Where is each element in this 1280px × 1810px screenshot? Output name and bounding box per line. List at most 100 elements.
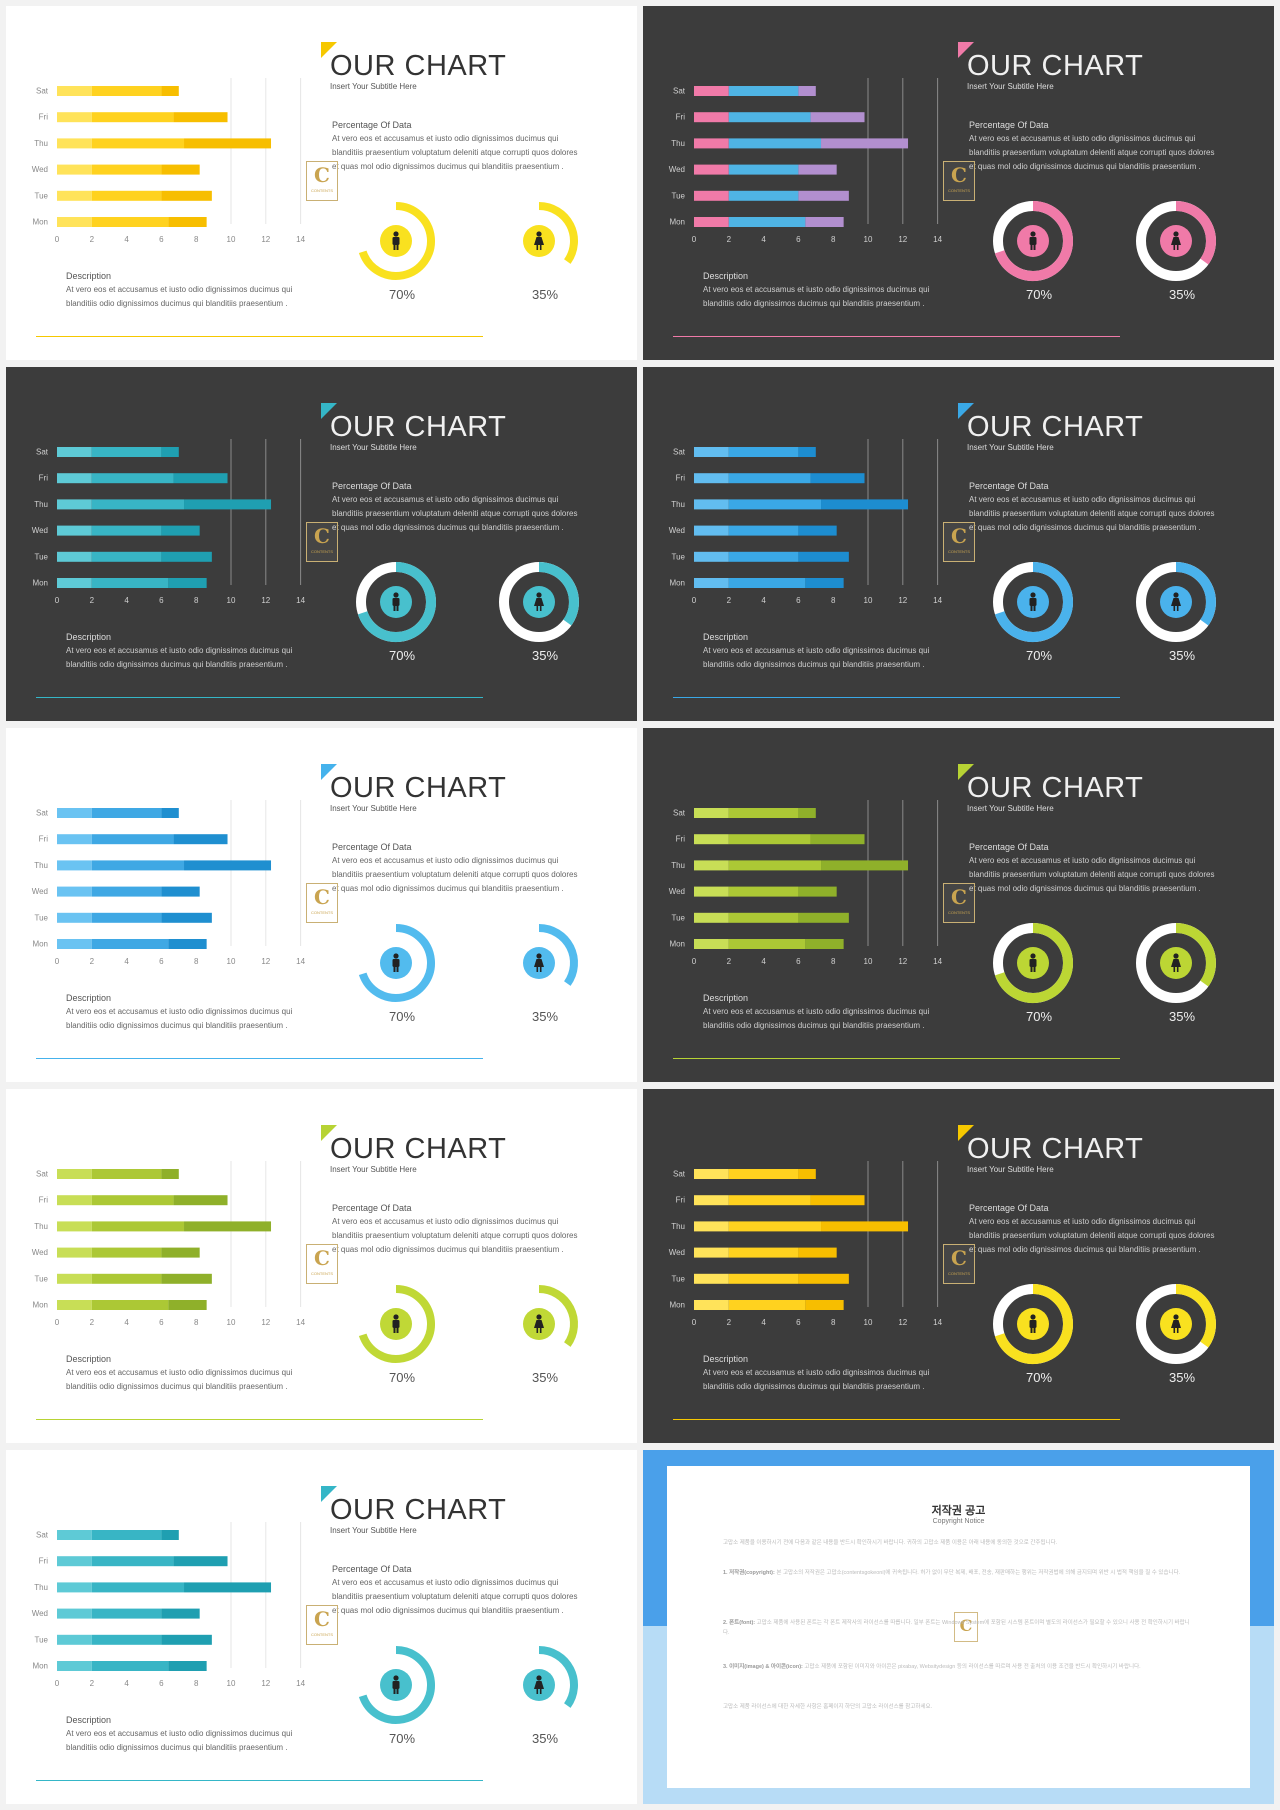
chart-slide-9[interactable]: 0 2 4 6 8 10 12 14 Sat Fri Thu Wed Tue Mon OUR CHART … bbox=[6, 1450, 637, 1804]
y-tick-label: Thu bbox=[34, 500, 48, 509]
bar-segment bbox=[57, 834, 92, 845]
bar-segment bbox=[798, 447, 816, 457]
donut-1 bbox=[358, 202, 435, 280]
percentage-body: At vero eos et accusamus et iusto odio d… bbox=[969, 134, 1215, 171]
bar-segment bbox=[694, 525, 729, 536]
bar-segment bbox=[91, 939, 169, 949]
person-dress bbox=[1171, 598, 1181, 606]
x-tick-label: 4 bbox=[761, 596, 766, 605]
donut-value-1: 70% bbox=[1025, 1370, 1053, 1385]
y-tick-label: Wed bbox=[669, 1248, 685, 1257]
x-tick-label: 2 bbox=[90, 1318, 95, 1327]
description-body: At vero eos et accusamus et iusto odio d… bbox=[703, 1368, 930, 1391]
bar-segment bbox=[161, 1608, 200, 1619]
bar-segment bbox=[91, 164, 162, 175]
percentage-heading: Percentage Of Data bbox=[969, 481, 1049, 491]
x-tick-label: 12 bbox=[898, 596, 907, 605]
chart-slide-1[interactable]: 0 2 4 6 8 10 12 14 Sat Fri Thu Wed Tue Mon OUR CHART … bbox=[6, 6, 637, 360]
copyright-card: 저작권 공고 Copyright Notice 고맙소 제품을 이용하시기 전에… bbox=[667, 1466, 1250, 1788]
bar-segment bbox=[91, 912, 162, 923]
donut-2 bbox=[1136, 923, 1216, 1003]
donut-arc bbox=[1175, 1284, 1216, 1348]
bar-segment bbox=[173, 1556, 228, 1567]
y-tick-label: Mon bbox=[669, 218, 685, 227]
bar-segment bbox=[173, 112, 228, 123]
x-tick-label: 4 bbox=[761, 1318, 766, 1327]
y-tick-label: Fri bbox=[676, 835, 686, 844]
donut-1 bbox=[993, 1284, 1073, 1364]
logo-text: CONTENTS bbox=[948, 1271, 970, 1276]
person-leg bbox=[396, 245, 399, 250]
bar-segment bbox=[728, 112, 811, 123]
bar-segment bbox=[728, 860, 822, 871]
donut-value-2: 35% bbox=[531, 1731, 559, 1746]
contents-logo: C CONTENTS bbox=[306, 1244, 338, 1284]
copyright-section-2-head: 2. 폰트(font): bbox=[723, 1620, 756, 1626]
bar-segment bbox=[57, 912, 92, 923]
y-tick-label: Mon bbox=[669, 579, 685, 588]
bottom-accent-line bbox=[673, 697, 1120, 698]
contents-logo: C CONTENTS bbox=[306, 522, 338, 562]
bar-segment bbox=[91, 1661, 169, 1671]
bar-segment bbox=[91, 808, 162, 818]
bar-segment bbox=[798, 1247, 837, 1258]
person-leg bbox=[1176, 1328, 1179, 1333]
chart-slide-5[interactable]: 0 2 4 6 8 10 12 14 Sat Fri Thu Wed Tue Mon OUR CHART … bbox=[6, 728, 637, 1082]
slide-title: OUR CHART bbox=[967, 50, 1144, 82]
donut-value-1: 70% bbox=[388, 287, 416, 302]
chart-slide-8[interactable]: 0 2 4 6 8 10 12 14 Sat Fri Thu Wed Tue Mon OUR CHART … bbox=[643, 1089, 1274, 1443]
bar-segment bbox=[168, 217, 207, 227]
bar-segment bbox=[161, 1247, 200, 1258]
description-body: At vero eos et accusamus et iusto odio d… bbox=[703, 285, 930, 308]
person-body bbox=[392, 1320, 400, 1328]
person-head bbox=[393, 1314, 399, 1320]
person-leg bbox=[1033, 1328, 1036, 1333]
title-accent-triangle bbox=[321, 42, 337, 58]
x-tick-label: 6 bbox=[159, 1679, 164, 1688]
chart-slide-2[interactable]: 0 2 4 6 8 10 12 14 Sat Fri Thu Wed Tue Mon OUR CHART … bbox=[643, 6, 1274, 360]
y-tick-label: Mon bbox=[32, 940, 48, 949]
title-accent-triangle bbox=[321, 1125, 337, 1141]
percentage-heading: Percentage Of Data bbox=[332, 1203, 412, 1213]
bar-segment bbox=[91, 1195, 174, 1206]
person-leg bbox=[536, 1328, 539, 1333]
bar-segment bbox=[91, 1221, 185, 1232]
bar-segment bbox=[91, 473, 174, 484]
bar-segment bbox=[694, 164, 729, 175]
bar-segment bbox=[57, 473, 92, 484]
y-tick-label: Thu bbox=[34, 139, 48, 148]
bar-segment bbox=[798, 808, 816, 818]
bar-segment bbox=[57, 1556, 92, 1567]
chart-slide-3[interactable]: 0 2 4 6 8 10 12 14 Sat Fri Thu Wed Tue Mon OUR CHART … bbox=[6, 367, 637, 721]
logo-letter: C bbox=[951, 885, 967, 909]
x-tick-label: 14 bbox=[296, 235, 305, 244]
chart-slide-7[interactable]: 0 2 4 6 8 10 12 14 Sat Fri Thu Wed Tue Mon OUR CHART … bbox=[6, 1089, 637, 1443]
bar-segment bbox=[728, 939, 806, 949]
y-tick-label: Wed bbox=[669, 887, 685, 896]
x-tick-label: 2 bbox=[90, 957, 95, 966]
y-tick-label: Fri bbox=[676, 474, 686, 483]
person-leg bbox=[393, 1689, 396, 1694]
bar-segment bbox=[57, 578, 92, 588]
x-tick-label: 10 bbox=[227, 1318, 236, 1327]
description-heading: Description bbox=[703, 271, 749, 281]
bottom-accent-line bbox=[36, 336, 483, 337]
bar-segment bbox=[184, 499, 272, 510]
description-heading: Description bbox=[66, 1715, 112, 1725]
person-dress bbox=[534, 237, 544, 245]
person-dress bbox=[534, 598, 544, 606]
y-tick-label: Tue bbox=[35, 552, 49, 561]
bottom-accent-line bbox=[673, 336, 1120, 337]
y-tick-label: Tue bbox=[672, 913, 686, 922]
person-head bbox=[1173, 953, 1179, 959]
bottom-accent-line bbox=[36, 697, 483, 698]
chart-slide-4[interactable]: 0 2 4 6 8 10 12 14 Sat Fri Thu Wed Tue Mon OUR CHART … bbox=[643, 367, 1274, 721]
copyright-title: 저작권 공고 bbox=[931, 1505, 986, 1517]
description-body: At vero eos et accusamus et iusto odio d… bbox=[66, 1368, 293, 1391]
x-tick-label: 14 bbox=[933, 596, 942, 605]
chart-slide-6[interactable]: 0 2 4 6 8 10 12 14 Sat Fri Thu Wed Tue Mon OUR CHART … bbox=[643, 728, 1274, 1082]
donut-arc bbox=[994, 1284, 1073, 1364]
copyright-slide[interactable]: 저작권 공고 Copyright Notice 고맙소 제품을 이용하시기 전에… bbox=[643, 1450, 1274, 1804]
person-leg bbox=[1173, 245, 1176, 250]
person-head bbox=[536, 953, 542, 959]
